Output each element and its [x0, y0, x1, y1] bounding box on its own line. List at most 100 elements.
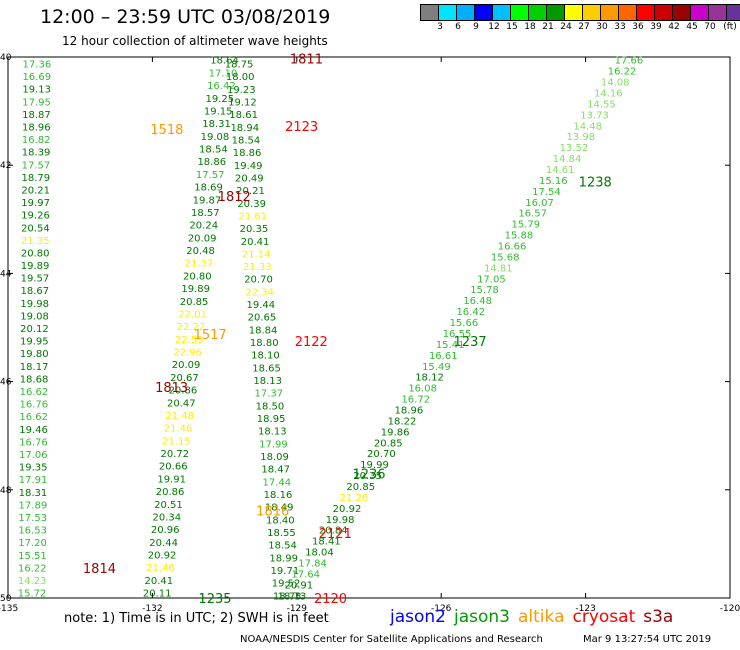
wave-height-value: 15.66 [450, 318, 479, 329]
wave-height-value: 14.48 [573, 121, 602, 132]
wave-height-value: 18.31 [19, 488, 48, 499]
wave-height-value: 14.55 [587, 99, 616, 110]
wave-height-value: 20.66 [159, 462, 188, 473]
satellite-legend-item: altika [518, 607, 565, 627]
wave-height-value: 20.51 [154, 500, 183, 511]
color-scale-label: 42 [668, 22, 680, 32]
wave-height-value: 18.50 [256, 401, 285, 412]
color-swatch [727, 4, 740, 21]
wave-height-value: 15.51 [18, 551, 47, 562]
wave-height-value: 19.57 [21, 274, 50, 285]
wave-height-value: 19.12 [228, 97, 257, 108]
wave-height-value: 17.44 [263, 477, 292, 488]
wave-height-value: 20.70 [367, 449, 396, 460]
pass-time-label: 1812 [218, 190, 251, 205]
wave-height-value: 20.35 [240, 224, 269, 235]
wave-height-value: 20.85 [374, 438, 403, 449]
wave-height-value: 17.37 [255, 389, 284, 400]
wave-height-value: 17.64 [291, 569, 320, 580]
wave-height-value: 19.89 [181, 284, 210, 295]
pass-time-label: 2122 [295, 335, 328, 350]
color-swatch [547, 4, 565, 21]
pass-time-label: 1816 [256, 504, 289, 519]
wave-height-value: 14.16 [594, 88, 623, 99]
pass-time-label: 1517 [194, 328, 227, 343]
wave-height-value: 17.57 [22, 160, 51, 171]
wave-height-value: 15.88 [505, 231, 534, 242]
wave-height-value: 20.54 [21, 223, 50, 234]
wave-height-value: 18.40 [266, 515, 295, 526]
wave-height-value: 19.87 [193, 195, 222, 206]
wave-height-value: 18.69 [194, 183, 223, 194]
wave-height-value: 21.26 [340, 493, 369, 504]
lon-tick-label: -129 [287, 604, 308, 614]
wave-height-value: 22.34 [245, 287, 274, 298]
wave-height-value: 19.86 [381, 427, 410, 438]
wave-height-value: 20.41 [144, 576, 173, 587]
wave-height-value: 20.48 [186, 246, 215, 257]
wave-height-value: 16.48 [463, 296, 492, 307]
pass-time-label: 1814 [83, 562, 116, 577]
color-scale-label: 70 [704, 22, 716, 32]
map-frame [7, 56, 731, 599]
wave-height-value: 19.89 [21, 261, 50, 272]
wave-height-value: 21.14 [242, 249, 271, 260]
color-scale-label: 9 [473, 22, 479, 32]
wave-height-value: 18.86 [233, 148, 262, 159]
wave-height-value: 21.35 [21, 236, 50, 247]
lat-tick-label: 50 [0, 594, 12, 604]
wave-height-value: 20.91 [285, 580, 314, 591]
wave-height-value: 18.96 [395, 405, 424, 416]
wave-height-value: 18.68 [20, 374, 49, 385]
wave-height-value: 18.13 [253, 376, 282, 387]
wave-height-value: 18.67 [20, 286, 49, 297]
wave-height-value: 19.44 [246, 300, 275, 311]
color-scale-label: 12 [488, 22, 500, 32]
color-scale-label: 24 [560, 22, 572, 32]
wave-height-value: 18.16 [264, 490, 293, 501]
wave-height-value: 16.07 [525, 198, 554, 209]
wave-height-value: 19.52 [272, 579, 301, 590]
color-scale-unit: (ft) [723, 22, 737, 32]
color-swatch [655, 4, 673, 21]
wave-height-value: 20.34 [153, 512, 182, 523]
wave-height-value: 14.08 [601, 78, 630, 89]
wave-height-value: 20.70 [244, 275, 273, 286]
wave-height-value: 18.55 [267, 528, 296, 539]
wave-height-value: 19.08 [20, 311, 49, 322]
wave-height-value: 15.79 [511, 220, 540, 231]
wave-height-value: 16.69 [22, 72, 51, 83]
color-swatch [583, 4, 601, 21]
lat-tick-label: 42 [0, 161, 11, 171]
pass-time-label: 1238 [579, 175, 612, 190]
wave-height-value: 18.57 [191, 208, 220, 219]
wave-height-value: 20.86 [169, 386, 198, 397]
wave-height-value: 22.22 [177, 322, 206, 333]
wave-height-value: 19.46 [19, 425, 48, 436]
wave-height-value: 18.47 [261, 465, 290, 476]
wave-height-value: 21.46 [164, 424, 193, 435]
wave-height-value: 19.95 [20, 337, 49, 348]
wave-height-value: 18.54 [268, 541, 297, 552]
wave-height-value: 13.73 [580, 110, 609, 121]
wave-height-value: 17.99 [259, 439, 288, 450]
wave-height-value: 14.84 [553, 154, 582, 165]
color-scale-label: 45 [686, 22, 698, 32]
lat-tick-label: 44 [0, 269, 12, 279]
wave-height-value: 18.73 [278, 591, 307, 602]
color-swatch [709, 4, 727, 21]
wave-height-value: 19.91 [157, 474, 186, 485]
wave-height-value: 19.15 [204, 106, 233, 117]
wave-height-value: 14.81 [484, 263, 513, 274]
wave-height-value: 17.05 [477, 274, 506, 285]
wave-height-value: 20.21 [21, 185, 50, 196]
wave-height-value: 18.80 [250, 338, 279, 349]
wave-height-value: 20.39 [237, 199, 266, 210]
color-swatch [439, 4, 457, 21]
wave-height-value: 19.97 [21, 198, 50, 209]
wave-height-value: 15.41 [436, 340, 465, 351]
wave-height-value: 18.96 [22, 122, 51, 133]
satellite-legend-item: s3a [643, 607, 674, 627]
